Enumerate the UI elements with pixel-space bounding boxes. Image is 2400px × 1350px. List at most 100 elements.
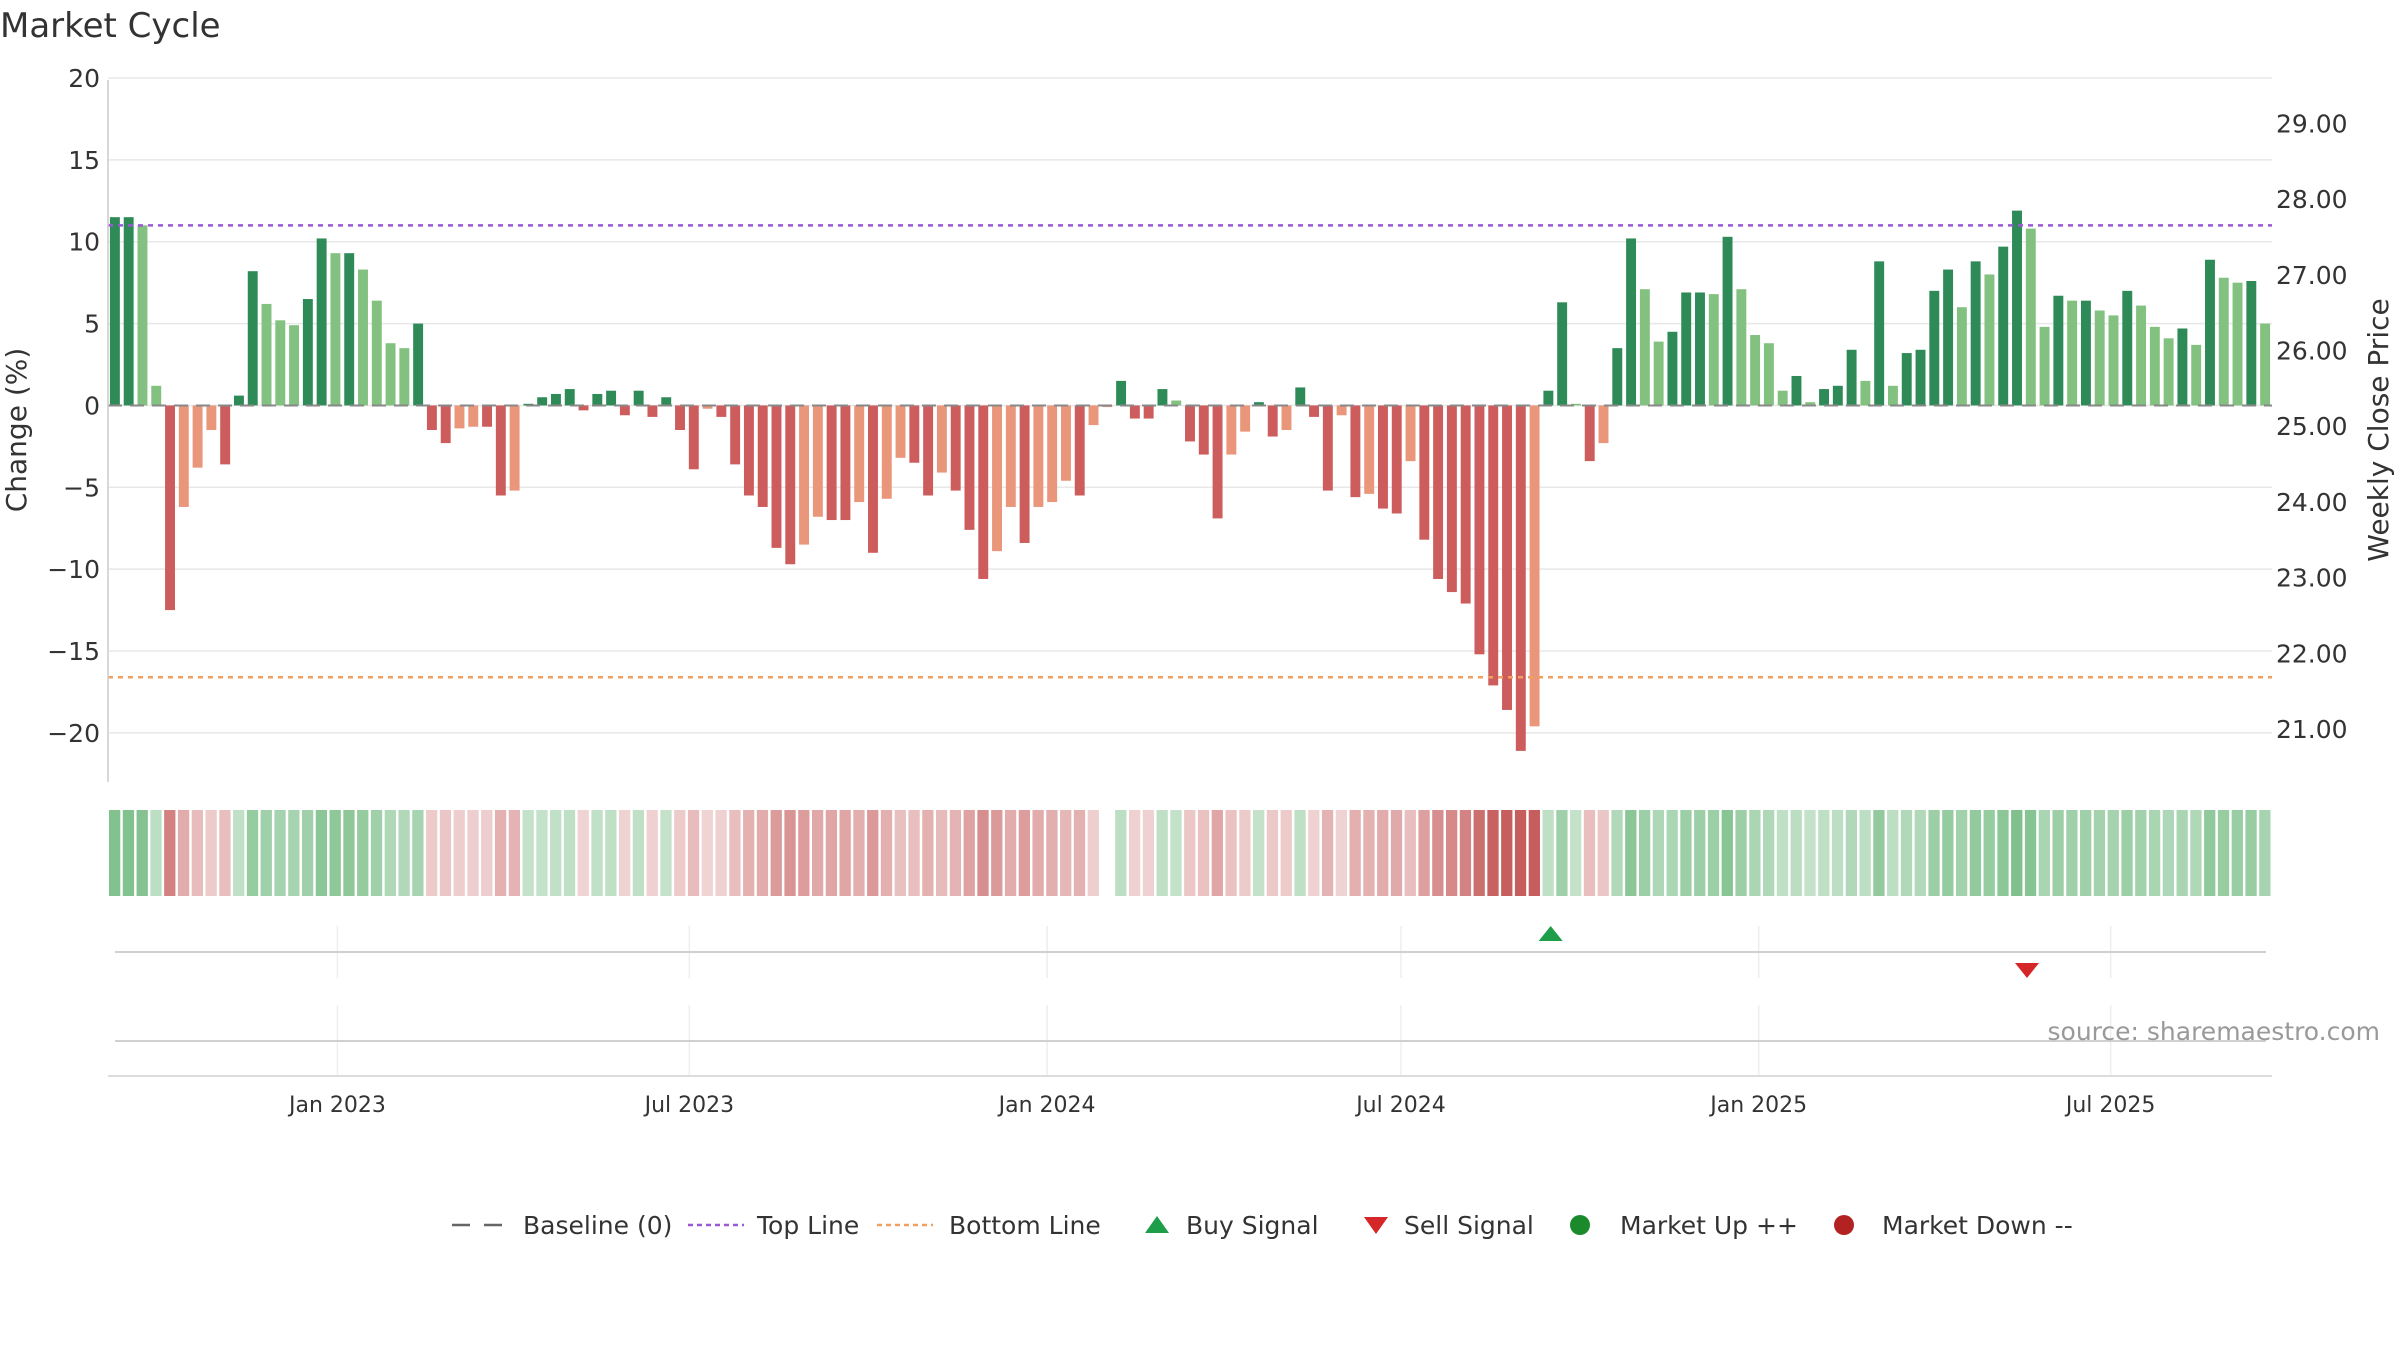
heat-cell — [1583, 810, 1596, 896]
heat-cell — [2162, 810, 2175, 896]
heat-cell — [1680, 810, 1692, 896]
bar — [1281, 405, 1292, 430]
heat-cell — [1128, 810, 1141, 896]
heat-cell — [191, 810, 203, 896]
heat-cell — [1115, 810, 1127, 896]
grid-layer — [108, 77, 2272, 734]
heat-cell — [2245, 810, 2257, 896]
legend-label: Bottom Line — [949, 1211, 1101, 1240]
bar — [730, 405, 741, 465]
heat-cell — [1335, 810, 1348, 896]
heat-cell — [922, 810, 934, 896]
heat-cell — [2176, 810, 2188, 896]
heat-cell — [977, 810, 989, 896]
heat-cell — [2052, 810, 2064, 896]
heat-cell — [1776, 810, 1789, 896]
heat-cell — [1073, 810, 1086, 896]
bar — [564, 389, 575, 406]
bar — [550, 393, 561, 406]
bar — [592, 393, 603, 406]
heat-cell — [2135, 810, 2147, 896]
heat-cell — [150, 810, 162, 896]
heat-cell — [136, 810, 148, 896]
bar — [1088, 405, 1099, 426]
heat-cell — [370, 810, 383, 896]
heat-cell — [1597, 810, 1609, 896]
heat-cell — [1156, 810, 1168, 896]
bar — [1626, 238, 1637, 406]
bar — [233, 395, 244, 406]
legend-label: Market Up ++ — [1620, 1211, 1798, 1240]
bar — [1350, 405, 1361, 498]
bar — [1171, 400, 1182, 406]
bar — [1322, 405, 1333, 491]
heat-cell — [1763, 810, 1775, 896]
heat-cell — [1459, 810, 1472, 896]
heat-cell — [1721, 810, 1733, 896]
bar — [1309, 405, 1320, 417]
x-tick-label: Jul 2024 — [1354, 1093, 1446, 1118]
bar — [2067, 300, 2078, 406]
bar — [123, 217, 134, 406]
bar — [1019, 405, 1030, 543]
bar — [1570, 403, 1581, 406]
legend-symbol-buy — [1145, 1216, 1169, 1233]
bar — [868, 405, 878, 553]
y-tick-label: 5 — [84, 310, 100, 339]
bar — [1860, 380, 1871, 406]
bar — [482, 405, 493, 427]
bar — [330, 253, 341, 406]
bar — [537, 397, 548, 406]
y2-tick-label: 23.00 — [2276, 564, 2348, 593]
heat-cell — [963, 810, 975, 896]
bar — [799, 405, 810, 545]
heat-cell — [1845, 810, 1857, 896]
heat-cell — [1211, 810, 1223, 896]
bar — [2218, 277, 2229, 406]
axis-layer: 20 15 10 5 0 −5 −10 −15 −20 29.00 28.00 27.00 26.00 2… — [0, 64, 2395, 1118]
bar — [785, 405, 796, 565]
y-axis-title: Change (%) — [0, 348, 33, 513]
heat-cell — [1570, 810, 1582, 896]
y-tick-label: −10 — [47, 555, 100, 584]
bar — [688, 405, 699, 470]
bar — [1970, 261, 1981, 406]
heat-cell — [1225, 810, 1237, 896]
x-tick-label: Jul 2025 — [2064, 1093, 2156, 1118]
sell-signal-marker — [2015, 963, 2040, 978]
bar — [1129, 405, 1140, 419]
bar — [413, 323, 424, 406]
bar — [1212, 405, 1223, 519]
heat-cell — [246, 810, 259, 896]
bar — [1736, 289, 1747, 406]
heat-cell — [798, 810, 810, 896]
bar — [344, 253, 355, 406]
bar — [675, 405, 685, 430]
bar — [1763, 343, 1774, 406]
heat-cell — [315, 810, 328, 896]
bar — [1502, 405, 1512, 710]
heat-cell — [839, 810, 851, 896]
heat-cell — [398, 810, 410, 896]
bar — [1750, 335, 1761, 406]
bar — [2177, 328, 2188, 406]
heat-cell — [2121, 810, 2133, 896]
bar — [1915, 349, 1926, 406]
heat-cell — [1749, 810, 1761, 896]
bar — [1998, 246, 2009, 406]
bar — [1474, 405, 1485, 655]
heat-cell — [1804, 810, 1816, 896]
heat-cell — [825, 810, 838, 896]
heat-cell — [1528, 810, 1540, 896]
bar — [2039, 326, 2050, 406]
heat-cell — [2024, 810, 2037, 896]
heat-cell — [122, 810, 135, 896]
heat-cell — [1873, 810, 1885, 896]
bar — [2080, 300, 2091, 406]
heat-cell — [1969, 810, 1982, 896]
heat-cell — [1266, 810, 1279, 896]
legend: Baseline (0) Top Line Bottom Line Buy Signa… — [452, 1211, 2073, 1240]
heat-cell — [260, 810, 272, 896]
heat-cell — [1018, 810, 1030, 896]
bar — [495, 405, 506, 496]
